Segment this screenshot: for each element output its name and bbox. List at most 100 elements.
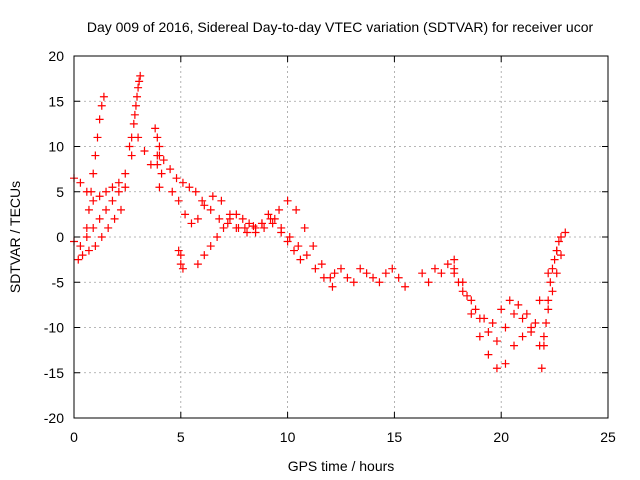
chart-title: Day 009 of 2016, Sidereal Day-to-day VTE… xyxy=(87,19,594,35)
data-point xyxy=(208,192,217,201)
data-point xyxy=(514,300,523,309)
data-point xyxy=(97,101,106,110)
data-point xyxy=(544,305,553,314)
y-tick-label: 5 xyxy=(56,184,64,200)
data-point xyxy=(157,169,166,178)
y-tick-label: -15 xyxy=(44,365,64,381)
data-point xyxy=(450,255,459,264)
data-point xyxy=(223,219,232,228)
data-point xyxy=(159,156,168,165)
series-dip-c xyxy=(454,251,566,341)
data-point xyxy=(539,341,548,350)
data-point xyxy=(501,323,510,332)
data-point xyxy=(178,264,187,273)
data-point xyxy=(548,264,557,273)
data-point xyxy=(76,178,85,187)
data-point xyxy=(557,233,566,241)
data-point xyxy=(200,251,209,260)
data-point xyxy=(130,110,139,119)
data-point xyxy=(133,92,142,101)
y-axis-label: SDTVAR / TECUs xyxy=(7,181,23,293)
data-point xyxy=(232,210,241,219)
data-point xyxy=(290,246,299,255)
data-points xyxy=(70,71,570,373)
data-point xyxy=(257,219,266,228)
data-point xyxy=(501,359,510,368)
y-tick-label: 15 xyxy=(48,93,64,109)
data-point xyxy=(554,237,563,246)
data-point xyxy=(91,151,100,160)
data-point xyxy=(561,228,570,237)
data-point xyxy=(492,337,501,346)
data-point xyxy=(84,205,93,214)
data-point xyxy=(174,246,183,255)
data-point xyxy=(234,223,243,232)
series-track-a xyxy=(70,133,335,282)
data-point xyxy=(116,205,125,214)
data-point xyxy=(127,151,136,160)
data-point xyxy=(99,92,108,101)
data-point xyxy=(174,196,183,205)
data-point xyxy=(557,251,566,260)
data-point xyxy=(91,242,100,251)
data-point xyxy=(458,287,467,296)
data-point xyxy=(277,228,286,237)
data-point xyxy=(484,350,493,359)
grid-lines xyxy=(74,56,608,418)
data-point xyxy=(185,183,194,192)
data-point xyxy=(518,314,527,323)
data-point xyxy=(369,273,378,282)
x-tick-label: 10 xyxy=(280,429,296,445)
data-point xyxy=(270,214,279,223)
data-point xyxy=(356,264,365,273)
data-point xyxy=(166,165,175,174)
data-point xyxy=(176,260,185,269)
data-point xyxy=(292,205,301,214)
data-point xyxy=(492,364,501,373)
data-point xyxy=(544,269,553,278)
data-point xyxy=(131,101,140,110)
data-point xyxy=(108,196,117,205)
data-point xyxy=(542,318,551,327)
data-point xyxy=(527,328,536,337)
data-point xyxy=(187,219,196,228)
data-point xyxy=(206,242,215,251)
data-point xyxy=(454,278,463,287)
y-tick-label: 10 xyxy=(48,139,64,155)
series-spike-a xyxy=(82,92,108,232)
data-point xyxy=(475,332,484,341)
series-cluster-mid xyxy=(330,255,459,291)
data-point xyxy=(317,260,326,269)
series-dip-b xyxy=(450,264,561,350)
data-point xyxy=(443,260,452,269)
data-point xyxy=(381,269,390,278)
data-point xyxy=(375,278,384,287)
data-point xyxy=(275,205,284,214)
data-point xyxy=(552,269,561,278)
data-point xyxy=(125,142,134,151)
data-point xyxy=(84,246,93,255)
x-tick-label: 20 xyxy=(493,429,509,445)
data-point xyxy=(294,242,303,251)
data-point xyxy=(121,169,130,178)
data-point xyxy=(172,174,181,183)
data-point xyxy=(215,214,224,223)
data-point xyxy=(328,282,337,291)
data-point xyxy=(539,332,548,341)
data-point xyxy=(319,273,328,282)
data-point xyxy=(544,296,553,305)
data-point xyxy=(243,228,252,237)
data-point xyxy=(93,133,102,142)
series-tail-a xyxy=(174,246,187,273)
data-point xyxy=(135,77,144,86)
data-point xyxy=(153,160,162,169)
data-point xyxy=(134,83,143,92)
data-point xyxy=(388,264,397,273)
data-point xyxy=(550,255,559,264)
data-point xyxy=(343,273,352,282)
x-tick-label: 0 xyxy=(70,429,78,445)
data-point xyxy=(484,328,493,337)
data-point xyxy=(471,305,480,314)
data-point xyxy=(450,264,459,273)
